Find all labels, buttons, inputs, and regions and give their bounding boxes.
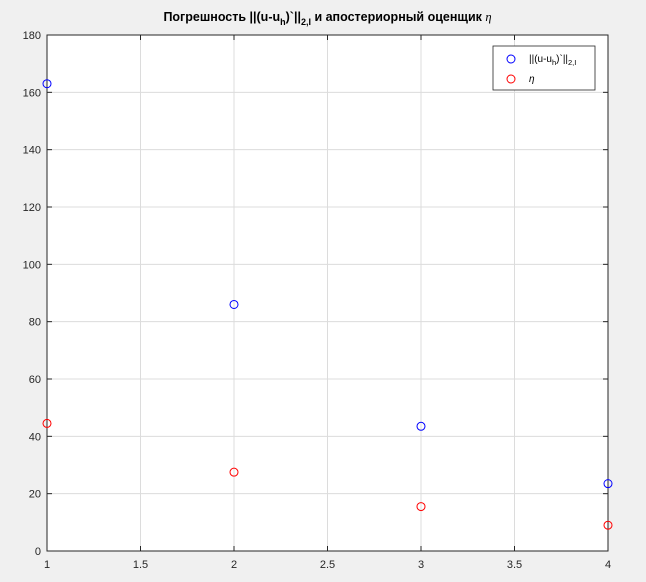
y-tick-label: 40 (29, 431, 41, 443)
chart-title: Погрешность ||(u-uh)`||2,I и апостериорн… (163, 10, 491, 27)
x-tick-label: 3 (418, 559, 424, 571)
data-point-error (229, 299, 239, 309)
y-tick-label: 180 (23, 30, 41, 42)
x-tick-label: 2.5 (320, 559, 335, 571)
y-tick-label: 140 (23, 145, 41, 157)
x-tick-label: 4 (605, 559, 611, 571)
title-main: Погрешность ||(u-u (163, 10, 280, 24)
legend-box (492, 45, 596, 91)
y-tick-label: 0 (35, 546, 41, 558)
data-point-eta (603, 520, 613, 530)
y-tick-label: 120 (23, 202, 41, 214)
data-points (42, 79, 613, 530)
x-tick-label: 3.5 (507, 559, 522, 571)
data-point-error (416, 421, 426, 431)
y-tick-label: 160 (23, 87, 41, 99)
x-tick-label: 2 (231, 559, 237, 571)
data-point-eta (416, 502, 426, 512)
legend-label-eta: η (529, 74, 535, 85)
legend-label-error: ||(u-uh)`||2,I (529, 53, 576, 67)
x-tick-label: 1.5 (133, 559, 148, 571)
legend: ||(u-uh)`||2,I η (492, 45, 596, 91)
data-point-error (42, 79, 52, 89)
title-tail: и апостериорный оценщик (311, 10, 485, 24)
legend-error-main: ||(u-u (529, 54, 552, 65)
legend-marker-eta (506, 74, 516, 84)
legend-error-mid: )`|| (556, 53, 568, 65)
title-sub-2i: 2,I (301, 17, 311, 27)
y-tick-label: 60 (29, 374, 41, 386)
legend-marker-error (506, 54, 516, 64)
title-mid: )`|| (286, 10, 301, 24)
legend-error-sub-2i: 2,I (568, 58, 576, 67)
y-tick-label: 100 (23, 259, 41, 271)
data-point-eta (42, 418, 52, 428)
y-tick-label: 20 (29, 489, 41, 501)
x-tick-label: 1 (44, 559, 50, 571)
y-tick-label: 80 (29, 317, 41, 329)
legend-error-sub-h: h (552, 58, 556, 67)
data-point-eta (229, 467, 239, 477)
data-point-error (603, 479, 613, 489)
title-sub-h: h (280, 17, 286, 27)
title-greek-eta: η (485, 10, 491, 24)
